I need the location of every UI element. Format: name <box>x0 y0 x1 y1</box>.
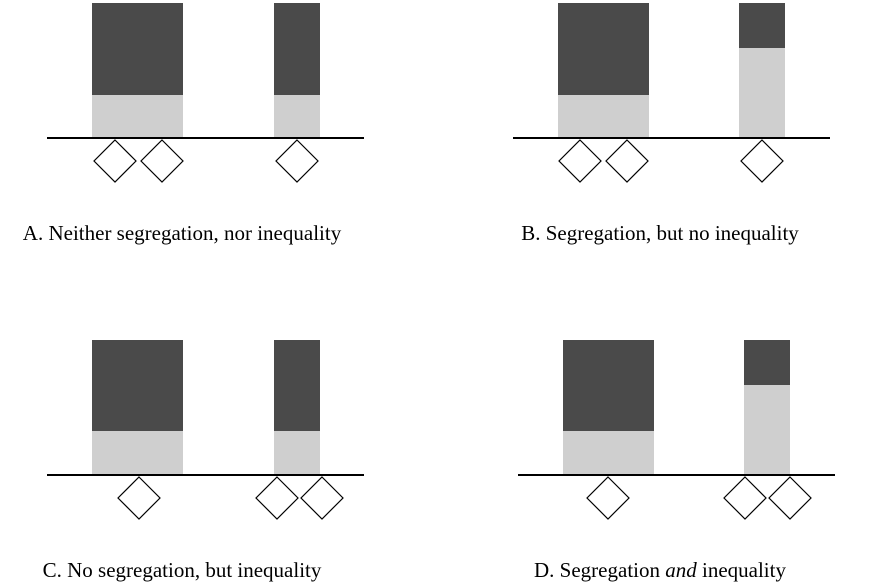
caption: A. Neither segregation, nor inequality <box>23 221 342 245</box>
diamond <box>93 139 137 183</box>
bar-segment <box>274 95 320 138</box>
panel-b: B. Segregation, but no inequality <box>513 3 830 245</box>
bar-segment <box>558 95 649 138</box>
diamond <box>723 476 767 520</box>
diamond <box>740 139 784 183</box>
caption-emphasis: and <box>665 558 697 582</box>
diamond <box>558 139 602 183</box>
bar-segment <box>558 3 649 95</box>
bar-segment <box>739 48 785 138</box>
diamond <box>586 476 630 520</box>
diamond <box>255 476 299 520</box>
bar-segment <box>744 340 790 385</box>
bar-segment <box>563 431 654 475</box>
caption-part: inequality <box>697 558 787 582</box>
diamond <box>768 476 812 520</box>
panel-d: D. Segregation and inequality <box>518 340 835 582</box>
caption: B. Segregation, but no inequality <box>521 221 799 245</box>
bar-segment <box>274 340 320 431</box>
bar-segment <box>92 340 183 431</box>
bar-segment <box>274 3 320 95</box>
diamond <box>605 139 649 183</box>
bar-segment <box>92 431 183 475</box>
caption-part: D. Segregation <box>534 558 665 582</box>
bar-segment <box>92 95 183 138</box>
caption: C. No segregation, but inequality <box>43 558 322 582</box>
diamond <box>140 139 184 183</box>
panel-a: A. Neither segregation, nor inequality <box>23 3 364 245</box>
diamond <box>275 139 319 183</box>
bar-segment <box>563 340 654 431</box>
bar-segment <box>744 385 790 475</box>
caption: D. Segregation and inequality <box>534 558 786 582</box>
diamond <box>117 476 161 520</box>
diamond <box>300 476 344 520</box>
bar-segment <box>274 431 320 475</box>
bar-segment <box>739 3 785 48</box>
panel-c: C. No segregation, but inequality <box>43 340 364 582</box>
bar-segment <box>92 3 183 95</box>
